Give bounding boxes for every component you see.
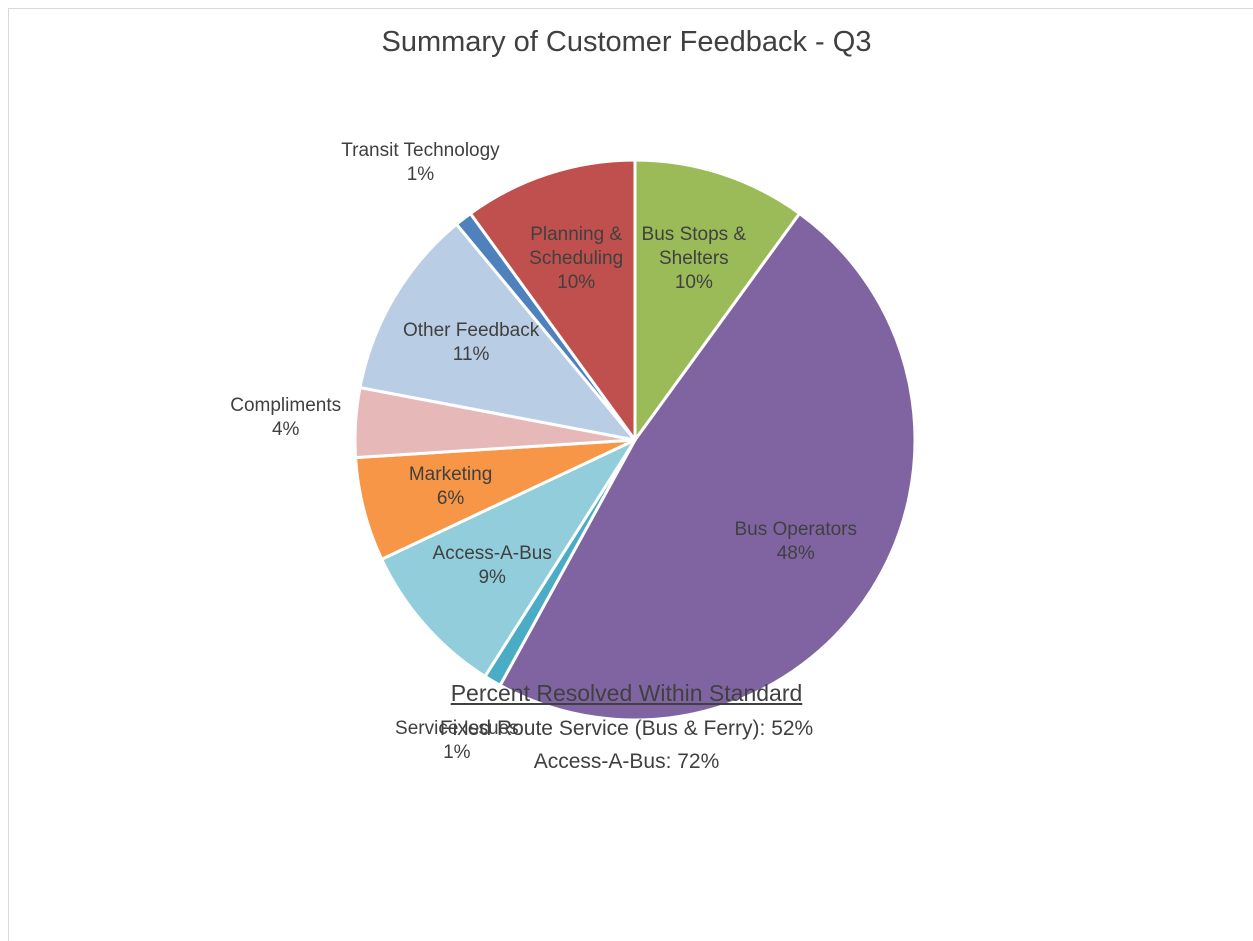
- value-label: 11%: [452, 344, 490, 366]
- value-label: 10%: [557, 271, 596, 293]
- slice-label: Bus Stops & Shelters 10%: [619, 223, 769, 295]
- chart-title: Summary of Customer Feedback - Q3: [381, 26, 872, 58]
- annotation: Access-A-Bus: 72%: [533, 750, 720, 773]
- category-label: Planning & Scheduling: [529, 223, 624, 269]
- slice-label: Planning & Scheduling 10%: [501, 223, 651, 295]
- slice-label: Other Feedback 11%: [396, 319, 546, 367]
- pie-slice: [633, 158, 802, 442]
- value-label: 6%: [436, 488, 465, 510]
- pie-slice: [380, 438, 637, 678]
- value-label: 9%: [478, 566, 506, 588]
- category-label: Other Feedback: [402, 320, 540, 342]
- slice-label: Marketing 6%: [376, 463, 526, 511]
- value-label: 48%: [776, 543, 815, 565]
- category-label: Bus Stops & Shelters: [641, 223, 747, 269]
- chart-border: [8, 8, 1253, 941]
- annotation: Fixed Route Service (Bus & Ferry): 52%: [439, 717, 814, 740]
- slice-label: Access-A-Bus 9%: [417, 542, 567, 590]
- slice-label: Bus Operators 48%: [721, 518, 871, 566]
- value-label: 1%: [406, 164, 435, 186]
- category-label: Marketing: [408, 464, 493, 486]
- category-label: Transit Technology: [341, 140, 500, 162]
- category-label: Access-A-Bus: [432, 542, 552, 564]
- category-label: Bus Operators: [734, 519, 858, 541]
- pie-slice: [358, 222, 637, 442]
- value-label: 4%: [271, 419, 300, 441]
- category-label: Compliments: [230, 395, 342, 417]
- slice-label: Transit Technology 1%: [320, 139, 520, 187]
- annotation-heading: Percent Resolved Within Standard: [450, 680, 803, 706]
- slice-label: Compliments 4%: [186, 394, 386, 442]
- pie-slice: [498, 211, 917, 722]
- category-label: Service Issues: [395, 718, 519, 740]
- slice-label: Service Issues 1%: [357, 717, 557, 765]
- value-label: 1%: [443, 742, 471, 764]
- pie-slice: [468, 158, 637, 442]
- value-label: 10%: [674, 271, 713, 293]
